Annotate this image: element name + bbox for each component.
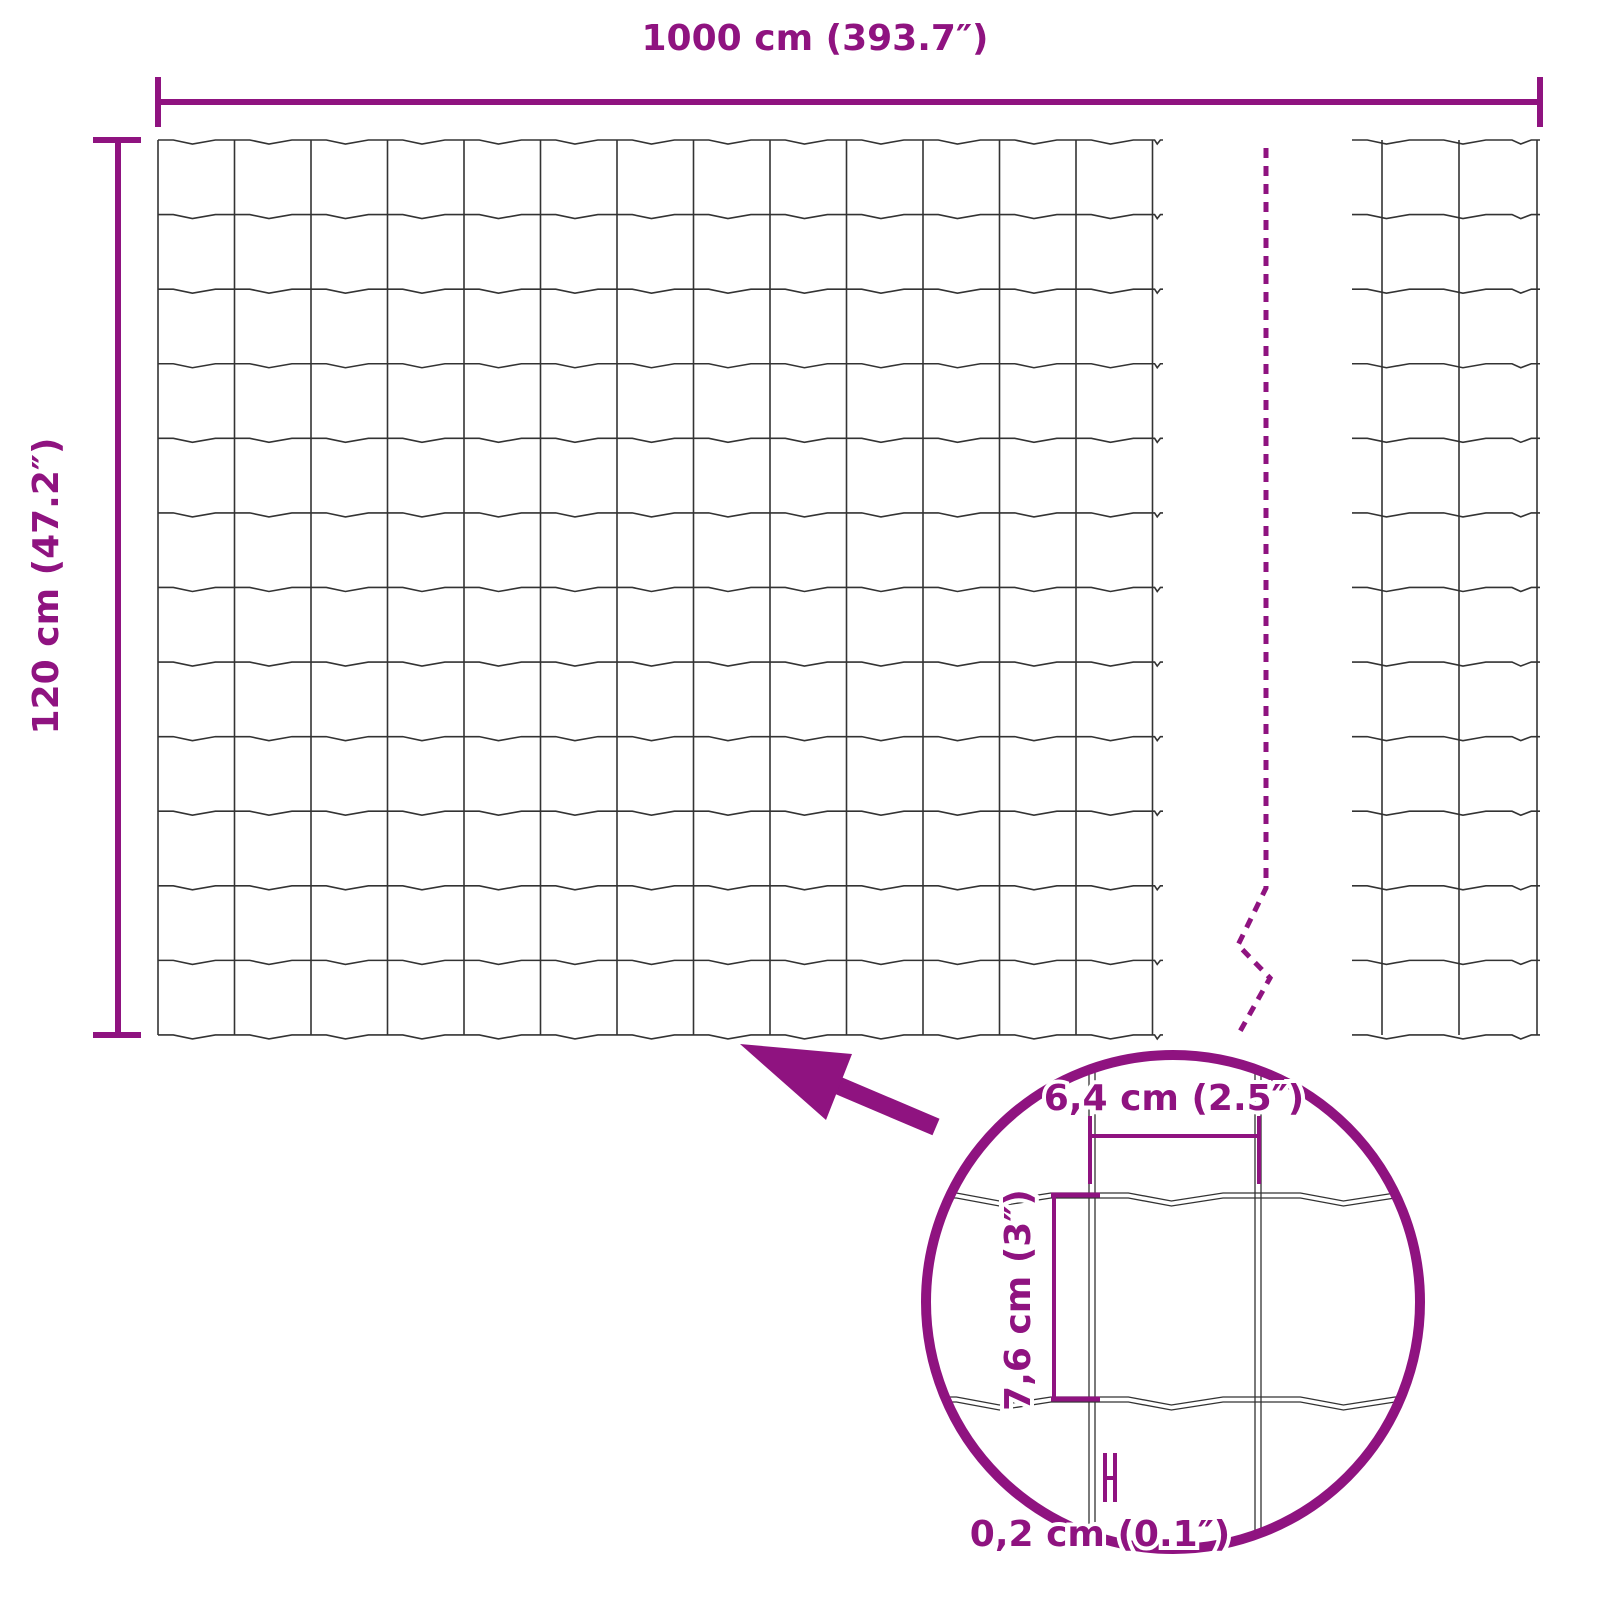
horizontal-wire — [158, 1034, 1163, 1041]
horizontal-wire — [158, 586, 1163, 593]
mesh-width-label: 6,4 cm (2.5″) — [1044, 1078, 1304, 1119]
horizontal-wire — [158, 885, 1163, 892]
horizontal-wire — [1352, 661, 1540, 667]
wire-thickness-dimension — [1103, 1453, 1117, 1502]
horizontal-wire — [158, 213, 1163, 220]
horizontal-wire — [158, 288, 1163, 295]
horizontal-wire — [158, 139, 1163, 146]
height-dimension-line — [93, 137, 141, 1038]
break-line — [1234, 148, 1274, 1037]
horizontal-wire — [158, 362, 1163, 370]
horizontal-wire — [1352, 139, 1540, 145]
horizontal-wire — [1352, 1034, 1540, 1040]
horizontal-wire — [1352, 810, 1540, 817]
width-label: 1000 cm (393.7″) — [642, 18, 989, 59]
horizontal-wire — [928, 1396, 1418, 1406]
horizontal-wire — [1352, 959, 1540, 966]
mesh-height-label: 7,6 cm (3″) — [998, 1189, 1039, 1411]
width-dimension-line — [155, 77, 1543, 127]
horizontal-wire — [928, 1401, 1418, 1411]
horizontal-wire — [928, 1197, 1418, 1207]
horizontal-wire — [1352, 362, 1540, 369]
detail-magnifier: 6,4 cm (2.5″) 7,6 cm (3″) 0,2 cm (0.1″) — [921, 1050, 1425, 1559]
wire-mesh-main — [157, 139, 1163, 1041]
horizontal-wire — [928, 1192, 1418, 1202]
wire-mesh-right-end — [1352, 139, 1540, 1040]
horizontal-wire — [1352, 437, 1540, 444]
wire-thickness-label: 0,2 cm (0.1″) — [970, 1514, 1230, 1555]
mesh-height-dimension — [1051, 1192, 1100, 1402]
horizontal-wire — [158, 512, 1163, 519]
mesh-width-dimension — [1088, 1116, 1261, 1184]
horizontal-wire — [158, 810, 1163, 817]
horizontal-wire — [158, 735, 1163, 743]
horizontal-wire — [158, 661, 1163, 668]
horizontal-wire — [1352, 288, 1540, 295]
horizontal-wire — [1352, 213, 1540, 220]
zoom-arrow-icon — [740, 1044, 940, 1136]
horizontal-wire — [1352, 586, 1540, 593]
horizontal-wire — [1352, 512, 1540, 518]
horizontal-wire — [158, 959, 1163, 966]
horizontal-wire — [158, 437, 1163, 444]
horizontal-wire — [1352, 885, 1540, 891]
height-label: 120 cm (47.2″) — [26, 438, 67, 735]
horizontal-wire — [1352, 735, 1540, 742]
